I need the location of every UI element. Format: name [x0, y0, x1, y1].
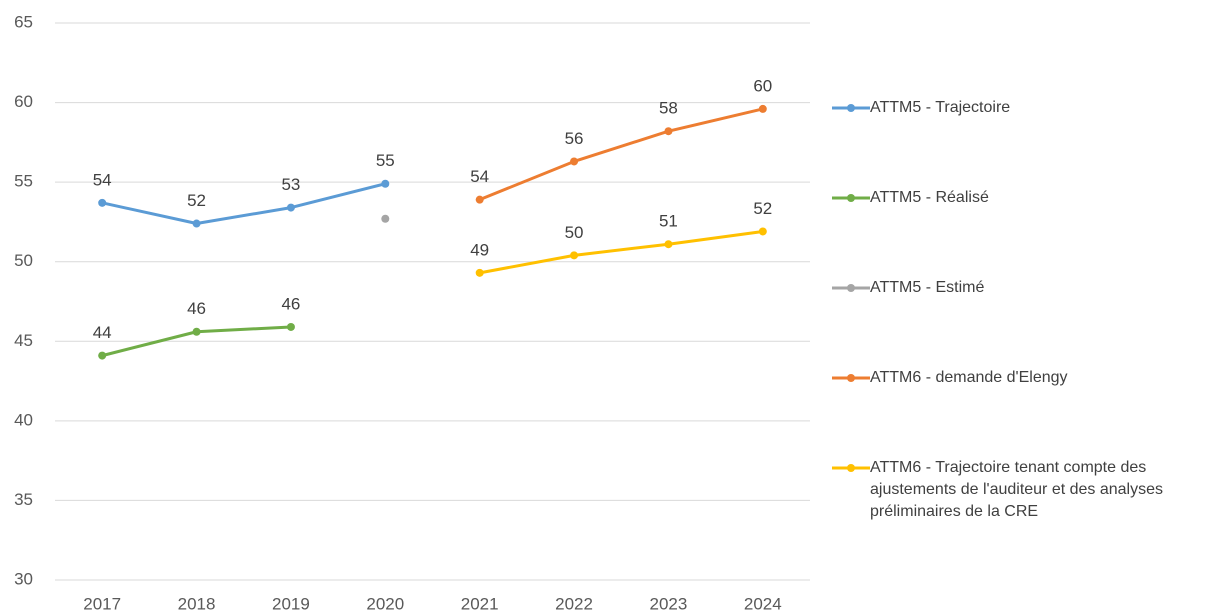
legend-swatch [832, 104, 870, 112]
data-label: 55 [376, 151, 395, 170]
data-label: 50 [565, 223, 584, 242]
x-tick-label: 2021 [461, 594, 499, 613]
data-label: 54 [93, 170, 112, 189]
legend-marker [847, 374, 855, 382]
legend-marker [847, 104, 855, 112]
legend-item: ATTM6 - Trajectoire tenant compte des aj… [832, 457, 1230, 523]
data-label: 60 [753, 76, 772, 95]
legend-label: ATTM5 - Réalisé [870, 189, 989, 206]
legend-marker [847, 464, 855, 472]
x-tick-label: 2024 [744, 594, 782, 613]
data-label: 46 [187, 299, 206, 318]
point [475, 268, 484, 277]
y-tick-label: 55 [14, 172, 33, 191]
point [381, 179, 390, 188]
point [758, 227, 767, 236]
legend-label: ATTM6 - Trajectoire tenant compte des aj… [870, 459, 1164, 520]
data-label: 53 [281, 175, 300, 194]
point [286, 203, 295, 212]
point [664, 127, 673, 136]
legend-item: ATTM5 - Réalisé [832, 187, 1230, 209]
data-label: 52 [753, 199, 772, 218]
point [381, 214, 390, 223]
data-label: 44 [93, 323, 112, 342]
point [758, 104, 767, 113]
y-tick-label: 50 [14, 251, 33, 270]
data-label: 58 [659, 99, 678, 118]
x-tick-label: 2022 [555, 594, 593, 613]
data-label: 56 [565, 129, 584, 148]
y-tick-label: 65 [14, 12, 33, 31]
legend-swatch [832, 284, 870, 292]
x-tick-label: 2020 [366, 594, 404, 613]
point [192, 327, 201, 336]
x-tick-label: 2019 [272, 594, 310, 613]
legend-label: ATTM5 - Estimé [870, 279, 985, 296]
point [98, 351, 107, 360]
legend-label: ATTM5 - Trajectoire [870, 99, 1011, 116]
x-tick-label: 2017 [83, 594, 121, 613]
legend-item: ATTM5 - Trajectoire [832, 97, 1230, 119]
data-label: 54 [470, 167, 489, 186]
legend-marker [847, 194, 855, 202]
data-label: 51 [659, 212, 678, 231]
legend-item: ATTM5 - Estimé [832, 277, 1230, 299]
series-line [479, 107, 764, 202]
legend-swatch [832, 194, 870, 202]
legend-swatch [832, 374, 870, 382]
point [475, 195, 484, 204]
y-tick-label: 30 [14, 569, 33, 588]
point [570, 157, 579, 166]
point [664, 240, 673, 249]
legend-item: ATTM6 - demande d'Elengy [832, 367, 1230, 389]
point [98, 198, 107, 207]
data-label: 46 [281, 294, 300, 313]
legend-label: ATTM6 - demande d'Elengy [870, 369, 1068, 386]
series-line [101, 182, 386, 226]
legend-swatch [832, 464, 870, 472]
y-tick-label: 40 [14, 410, 33, 429]
y-tick-label: 35 [14, 490, 33, 509]
data-label: 49 [470, 240, 489, 259]
y-tick-label: 45 [14, 331, 33, 350]
x-tick-label: 2023 [650, 594, 688, 613]
y-tick-label: 60 [14, 92, 33, 111]
point [192, 219, 201, 228]
point [286, 322, 295, 331]
data-label: 52 [187, 191, 206, 210]
legend-marker [847, 284, 855, 292]
point [570, 251, 579, 260]
series-line [479, 229, 764, 275]
x-tick-label: 2018 [178, 594, 216, 613]
